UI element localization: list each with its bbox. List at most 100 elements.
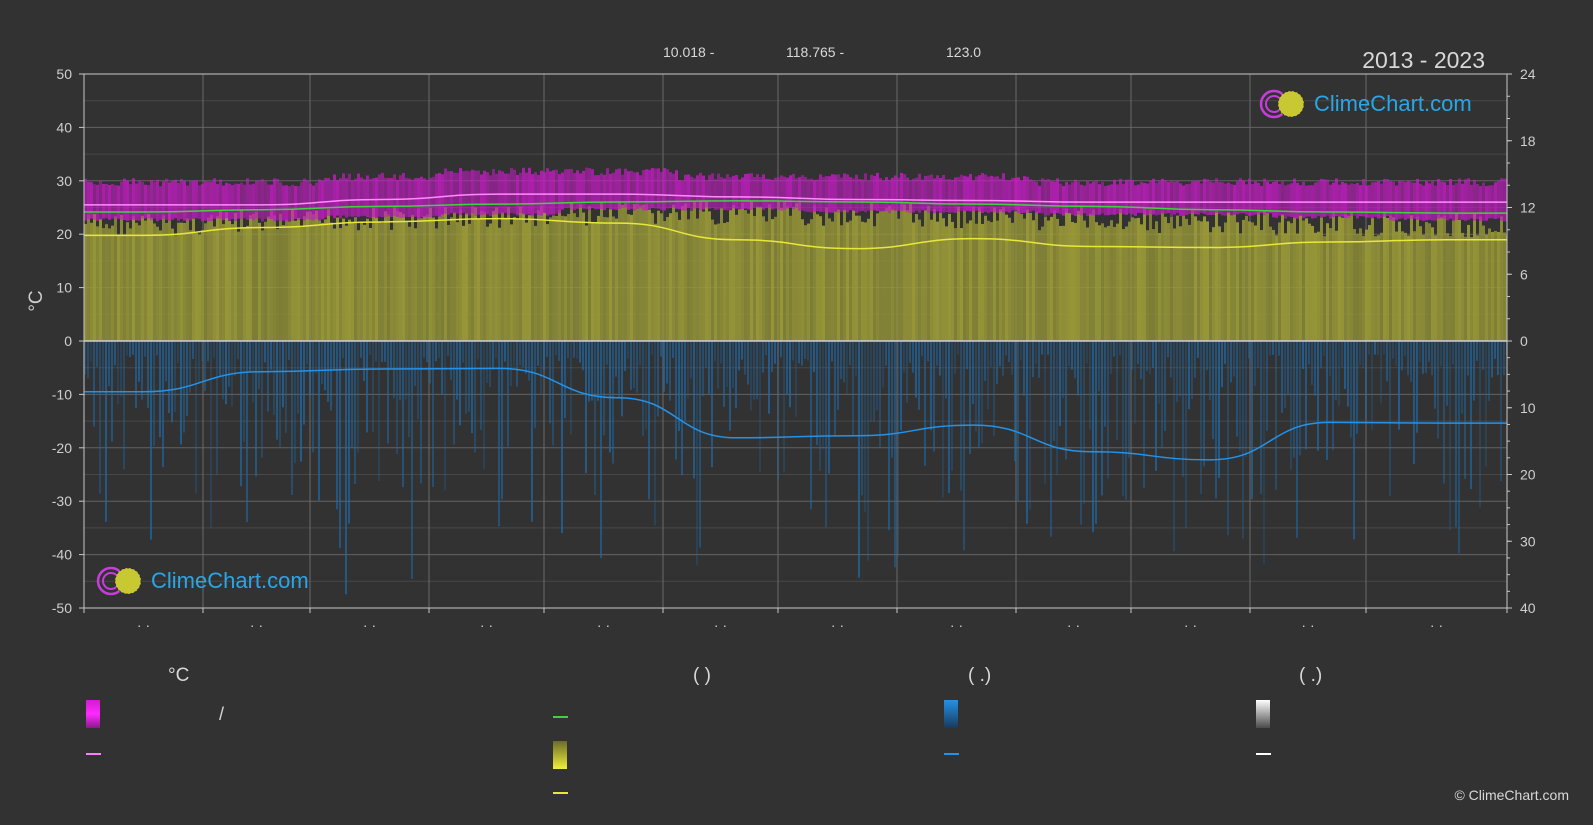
sunshine-bar xyxy=(906,209,909,341)
sunshine-bar xyxy=(1161,212,1164,341)
sunshine-bar xyxy=(1440,216,1443,341)
temperature-bar xyxy=(552,170,555,215)
right-tick-label: 12 xyxy=(1520,200,1536,216)
rain-bar xyxy=(576,341,578,359)
temperature-bar xyxy=(876,172,879,212)
rain-bar xyxy=(564,341,566,419)
brand-logo-bottom[interactable]: ClimeChart.com xyxy=(95,565,309,597)
sunshine-bar xyxy=(399,212,402,341)
rain-bar xyxy=(906,341,908,403)
rain-bar xyxy=(192,341,194,360)
sunshine-bar xyxy=(1323,236,1326,341)
rain-bar xyxy=(444,341,446,491)
sunshine-bar xyxy=(648,209,651,341)
rain-bar xyxy=(246,341,248,523)
sunshine-bar xyxy=(1269,226,1272,341)
temperature-bar xyxy=(1086,180,1089,216)
sunshine-bar xyxy=(471,206,474,341)
temperature-bar xyxy=(540,170,543,216)
sunshine-bar xyxy=(1353,228,1356,341)
rain-bar xyxy=(681,341,683,476)
sunshine-bar xyxy=(1464,236,1467,341)
rain-bar xyxy=(1206,341,1208,371)
sunshine-bar xyxy=(867,218,870,341)
temperature-bar xyxy=(702,175,705,210)
sunshine-bar xyxy=(957,206,960,341)
rain-bar xyxy=(1371,341,1373,431)
sunshine-bar xyxy=(486,226,489,341)
temperature-bar xyxy=(1047,179,1050,216)
rain-bar xyxy=(1017,341,1019,502)
sunshine-bar xyxy=(330,222,333,341)
temperature-bar xyxy=(867,180,870,211)
temperature-bar xyxy=(1125,179,1128,215)
temperature-bar xyxy=(1413,182,1416,219)
rain-bar xyxy=(768,341,770,414)
rain-bar xyxy=(552,341,554,446)
sunshine-bar xyxy=(1392,217,1395,341)
sunshine-bar xyxy=(1194,216,1197,341)
temperature-bar xyxy=(177,182,180,221)
sunshine-bar xyxy=(705,201,708,341)
temperature-bar xyxy=(648,169,651,209)
sunshine-bar xyxy=(495,207,498,341)
rain-bar xyxy=(336,341,338,510)
rain-bar xyxy=(966,341,968,370)
sunshine-bar xyxy=(237,231,240,341)
rain-bar xyxy=(1503,341,1505,376)
rain-bar xyxy=(120,341,122,397)
rain-bar xyxy=(825,341,827,528)
sunshine-bar xyxy=(1272,229,1275,341)
temperature-bar xyxy=(231,185,234,220)
temperature-bar xyxy=(1494,182,1497,220)
sunshine-bar xyxy=(312,214,315,341)
rain-bar xyxy=(603,341,605,436)
sunshine-bar xyxy=(501,212,504,341)
sunshine-bar xyxy=(1140,224,1143,341)
temperature-bar xyxy=(390,177,393,218)
rain-bar xyxy=(900,341,902,431)
temperature-bar xyxy=(1389,181,1392,220)
sunshine-bar xyxy=(180,222,183,341)
temperature-bar xyxy=(105,183,108,219)
temperature-bar xyxy=(108,184,111,220)
rain-bar xyxy=(396,341,398,454)
sunshine-bar xyxy=(1293,217,1296,341)
sunshine-bar xyxy=(108,228,111,341)
sunshine-bar xyxy=(1476,235,1479,341)
temperature-bar xyxy=(1146,183,1149,216)
temperature-bar xyxy=(996,176,999,213)
sunshine-bar xyxy=(282,224,285,341)
temperature-bar xyxy=(216,184,219,219)
sunshine-bar xyxy=(1170,216,1173,341)
temperature-bar xyxy=(165,178,168,220)
rain-bar xyxy=(678,341,680,431)
brand-logo-top[interactable]: ClimeChart.com xyxy=(1258,88,1472,120)
sunshine-bar xyxy=(918,219,921,341)
rain-bar xyxy=(1242,341,1244,539)
sunshine-bar xyxy=(1233,214,1236,341)
temperature-bar xyxy=(1080,184,1083,216)
rain-bar xyxy=(609,341,611,453)
sunshine-bar xyxy=(1503,232,1506,341)
rain-bar xyxy=(1035,341,1037,365)
temperature-bar xyxy=(1245,184,1248,215)
rain-bar xyxy=(540,341,542,395)
rain-bar xyxy=(684,341,686,422)
temperature-bar xyxy=(603,174,606,211)
rain-bar xyxy=(1107,341,1109,479)
legend-temp-range-swatch xyxy=(86,700,100,728)
sunshine-bar xyxy=(321,222,324,341)
rain-bar xyxy=(1068,341,1070,366)
rain-bar xyxy=(162,341,164,468)
rain-bar xyxy=(1125,341,1127,500)
sunshine-bar xyxy=(1455,213,1458,341)
rain-bar xyxy=(387,341,389,444)
rain-bar xyxy=(1122,341,1124,497)
rain-bar xyxy=(738,341,740,371)
rain-bar xyxy=(1227,341,1229,536)
temperature-bar xyxy=(1119,178,1122,214)
temperature-bar xyxy=(1275,180,1278,218)
temperature-bar xyxy=(261,179,264,222)
sunshine-bar xyxy=(423,216,426,341)
